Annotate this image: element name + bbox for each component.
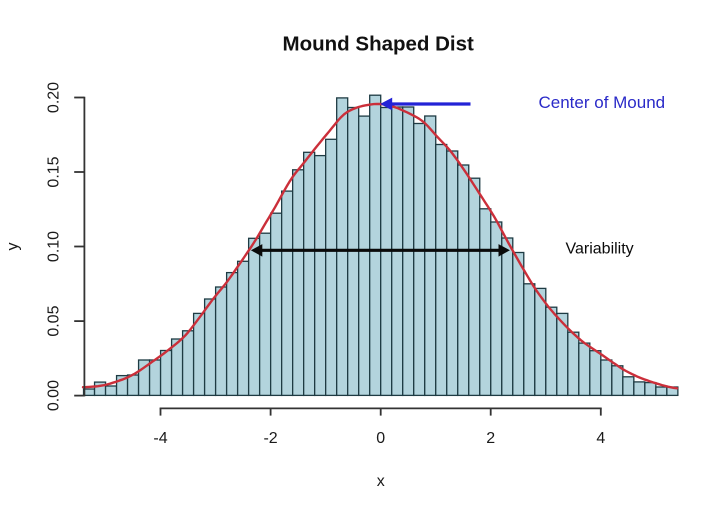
svg-text:2: 2 [486,430,495,447]
svg-text:Center of Mound: Center of Mound [539,93,666,112]
svg-text:0: 0 [376,430,385,447]
svg-text:x: x [377,473,385,490]
svg-text:0.20: 0.20 [46,82,63,113]
svg-text:0.10: 0.10 [46,231,63,262]
svg-text:-2: -2 [263,430,277,447]
svg-text:4: 4 [596,430,605,447]
svg-text:-4: -4 [153,430,167,447]
svg-text:y: y [5,243,22,251]
svg-text:0.15: 0.15 [46,156,63,187]
svg-text:Variability: Variability [566,241,634,258]
svg-text:0.05: 0.05 [46,305,63,336]
svg-text:Mound Shaped Dist: Mound Shaped Dist [283,33,475,56]
svg-text:0.00: 0.00 [46,380,63,411]
